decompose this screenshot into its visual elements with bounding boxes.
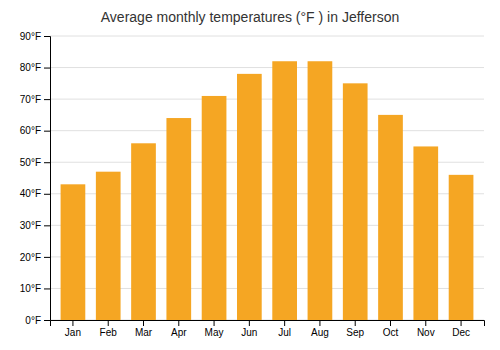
x-tick: Oct [383, 320, 399, 338]
bar [449, 175, 474, 320]
bar [202, 96, 227, 320]
x-tick-label: Sep [346, 327, 364, 338]
x-tick-mark [284, 320, 285, 326]
x-tick-mark [72, 320, 73, 326]
y-tick: 10°F [20, 283, 50, 294]
x-tick-label: Jan [65, 327, 81, 338]
y-tick: 30°F [20, 220, 50, 231]
x-tick-mark [319, 320, 320, 326]
x-tick: Nov [417, 320, 435, 338]
x-tick-mark [461, 320, 462, 326]
x-tick-label: Aug [311, 327, 329, 338]
y-tick-mark [44, 225, 50, 226]
y-axis-line [44, 37, 51, 321]
y-tick-mark [44, 288, 50, 289]
y-tick-mark [44, 36, 50, 37]
y-tick: 60°F [20, 125, 50, 136]
y-tick-label: 90°F [20, 31, 41, 42]
chart-svg: Average monthly temperatures (°F ) in Je… [0, 0, 500, 350]
x-tick: Mar [135, 320, 153, 338]
y-axis: 0°F 10°F 20°F 30°F 40°F 50°F 60°F 70°F 80°F 90°F [20, 31, 51, 326]
x-tick-label: Feb [100, 327, 118, 338]
x-tick-mark [249, 320, 250, 326]
x-tick-label: Mar [135, 327, 153, 338]
y-tick: 40°F [20, 188, 50, 199]
x-tick: Sep [346, 320, 364, 338]
bar [308, 61, 333, 320]
x-tick-mark [214, 320, 215, 326]
y-tick-mark [44, 131, 50, 132]
y-tick-mark [44, 68, 50, 69]
x-tick-label: Dec [452, 327, 470, 338]
y-tick-mark [44, 320, 50, 321]
y-tick-mark [44, 257, 50, 258]
y-tick-label: 80°F [20, 62, 41, 73]
chart-container: Average monthly temperatures (°F ) in Je… [0, 0, 500, 350]
x-tick-mark [355, 320, 356, 326]
y-tick: 90°F [20, 31, 50, 42]
grid-line [50, 67, 484, 68]
x-tick-mark [143, 320, 144, 326]
y-tick-mark [44, 194, 50, 195]
grid-line [50, 36, 484, 37]
x-tick: Jan [65, 320, 81, 338]
y-tick-label: 10°F [20, 283, 41, 294]
x-tick: Jul [278, 320, 291, 338]
y-tick: 20°F [20, 252, 50, 263]
x-axis-line [51, 321, 485, 327]
x-tick: Aug [311, 320, 329, 338]
x-axis: Jan Feb Mar Apr May Jun Jul Aug Sep Oct Nov Dec [51, 320, 485, 338]
bar [413, 146, 438, 320]
grid-line [50, 130, 484, 131]
y-tick: 0°F [25, 315, 50, 326]
x-tick-label: Jul [278, 327, 291, 338]
x-tick: Dec [452, 320, 470, 338]
y-tick-label: 40°F [20, 188, 41, 199]
y-tick: 50°F [20, 157, 50, 168]
y-tick-label: 70°F [20, 94, 41, 105]
y-tick-mark [44, 162, 50, 163]
y-tick-mark [44, 99, 50, 100]
bar [272, 61, 297, 320]
y-tick-label: 50°F [20, 157, 41, 168]
y-tick-label: 0°F [25, 315, 41, 326]
y-tick-label: 20°F [20, 252, 41, 263]
bars [61, 61, 474, 320]
bar [166, 118, 191, 320]
x-tick: May [205, 320, 224, 338]
chart-title: Average monthly temperatures (°F ) in Je… [101, 9, 399, 25]
bar [343, 83, 368, 320]
bar [61, 184, 86, 320]
x-tick-label: Oct [383, 327, 399, 338]
x-tick: Jun [241, 320, 257, 338]
bar [131, 143, 156, 320]
bar [237, 74, 262, 320]
bar [96, 172, 121, 320]
x-tick-mark [390, 320, 391, 326]
bar [378, 115, 403, 320]
x-tick: Feb [100, 320, 118, 338]
y-tick-label: 60°F [20, 125, 41, 136]
plot-area: 0°F 10°F 20°F 30°F 40°F 50°F 60°F 70°F 80°F 90°F J… [20, 31, 485, 338]
y-tick: 80°F [20, 62, 50, 73]
y-tick-label: 30°F [20, 220, 41, 231]
x-tick-mark [178, 320, 179, 326]
x-tick-mark [425, 320, 426, 326]
x-tick-mark [108, 320, 109, 326]
y-tick: 70°F [20, 94, 50, 105]
grid [50, 36, 484, 320]
x-tick: Apr [171, 320, 187, 338]
grid-line [50, 99, 484, 100]
x-tick-label: Jun [241, 327, 257, 338]
x-tick-label: Apr [171, 327, 187, 338]
x-tick-label: May [205, 327, 224, 338]
x-tick-label: Nov [417, 327, 435, 338]
